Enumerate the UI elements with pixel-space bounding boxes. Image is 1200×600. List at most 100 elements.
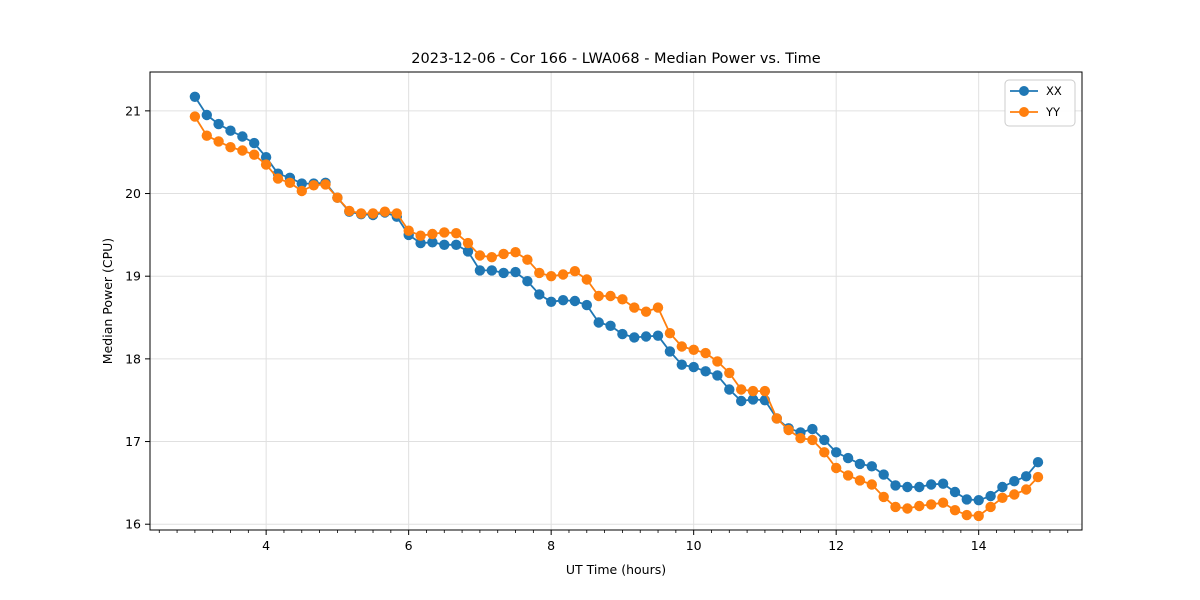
- data-point-xx: [557, 295, 569, 306]
- data-point-xx: [949, 486, 961, 498]
- data-point-xx: [296, 178, 307, 189]
- data-point-yy: [985, 501, 996, 513]
- data-point-yy: [759, 385, 771, 397]
- chart-title: 2023-12-06 - Cor 166 - LWA068 - Median P…: [411, 51, 820, 67]
- data-point-xx: [415, 237, 426, 249]
- data-point-yy: [557, 269, 569, 280]
- data-point-yy: [783, 424, 794, 436]
- x-tick-label: 6: [405, 538, 413, 553]
- data-point-xx: [486, 265, 497, 276]
- tick-layer: 4 6 8 10 12 14 16 17 18 19 20 21: [125, 103, 1069, 553]
- data-point-xx: [664, 346, 676, 357]
- data-point-xx: [474, 265, 486, 276]
- data-point-xx: [189, 91, 201, 103]
- data-point-yy: [688, 344, 699, 355]
- data-point-yy: [462, 237, 474, 249]
- data-point-yy: [937, 497, 949, 508]
- data-point-yy: [237, 145, 248, 156]
- y-tick-label: 20: [125, 186, 141, 201]
- data-point-yy: [284, 177, 296, 188]
- data-point-yy: [973, 510, 984, 522]
- data-point-xx: [1032, 457, 1044, 468]
- data-point-xx: [831, 447, 842, 458]
- data-point-yy: [617, 294, 628, 305]
- data-point-yy: [439, 227, 450, 238]
- data-point-yy: [819, 447, 830, 458]
- data-point-xx: [926, 479, 937, 490]
- data-point-yy: [510, 247, 521, 258]
- data-point-xx: [249, 137, 260, 149]
- data-point-xx: [807, 423, 818, 435]
- data-point-xx: [546, 296, 557, 307]
- series-line-yy: [194, 116, 1039, 517]
- data-point-yy: [379, 206, 391, 217]
- data-point-yy: [569, 266, 581, 277]
- data-point-yy: [1020, 484, 1032, 495]
- data-point-xx: [747, 394, 759, 405]
- legend-entry-yy: YY: [1010, 105, 1061, 119]
- data-point-xx: [937, 478, 949, 489]
- data-point-xx: [201, 109, 212, 121]
- data-point-xx: [890, 480, 901, 491]
- data-point-xx: [605, 320, 616, 331]
- data-point-yy: [260, 159, 272, 170]
- data-point-xx: [866, 461, 877, 472]
- data-point-xx: [510, 266, 521, 278]
- data-point-xx: [593, 317, 604, 328]
- data-point-xx: [451, 239, 462, 250]
- data-point-xx: [652, 330, 664, 341]
- data-point-yy: [415, 230, 426, 241]
- data-point-xx: [854, 458, 866, 470]
- data-point-yy: [854, 475, 866, 486]
- data-point-yy: [664, 328, 676, 339]
- data-point-yy: [332, 192, 343, 203]
- y-tick-label: 16: [125, 517, 141, 532]
- data-point-xx: [973, 495, 984, 506]
- x-axis-label: UT Time (hours): [566, 562, 666, 577]
- data-point-yy: [736, 384, 747, 395]
- data-point-yy: [831, 462, 842, 474]
- y-tick-label: 21: [125, 103, 141, 118]
- data-point-xx: [237, 131, 248, 142]
- data-point-xx: [985, 490, 996, 502]
- axes-spines: [149, 71, 1083, 531]
- data-point-yy: [225, 142, 236, 153]
- data-point-yy: [949, 505, 961, 516]
- data-point-xx: [724, 384, 735, 395]
- legend-label-xx: XX: [1046, 84, 1062, 98]
- legend: XX YY: [1004, 79, 1076, 127]
- y-axis-label: Median Power (CPU): [100, 238, 115, 364]
- legend-marker-xx: [1019, 86, 1029, 96]
- data-point-yy: [391, 208, 402, 219]
- data-point-xx: [842, 452, 854, 464]
- data-point-yy: [676, 341, 687, 352]
- data-point-xx: [427, 237, 438, 248]
- data-point-yy: [961, 509, 972, 521]
- data-point-yy: [1032, 471, 1044, 483]
- data-point-xx: [498, 267, 509, 279]
- y-tick-label: 18: [125, 351, 141, 366]
- x-tick-label: 14: [971, 538, 987, 553]
- data-point-xx: [878, 469, 889, 480]
- data-point-yy: [272, 173, 284, 184]
- grid-layer: [150, 72, 1082, 530]
- data-point-yy: [605, 290, 616, 302]
- data-point-yy: [355, 208, 367, 219]
- data-point-yy: [522, 254, 533, 265]
- data-point-yy: [308, 180, 319, 191]
- data-point-yy: [700, 347, 711, 359]
- data-point-yy: [997, 492, 1008, 503]
- data-point-xx: [213, 118, 224, 130]
- data-point-yy: [724, 367, 735, 379]
- data-point-yy: [593, 290, 604, 302]
- legend-entry-xx: XX: [1010, 84, 1062, 98]
- data-point-yy: [640, 306, 652, 317]
- data-point-yy: [249, 149, 260, 160]
- data-point-yy: [747, 385, 759, 397]
- data-point-xx: [439, 239, 450, 250]
- data-point-yy: [629, 302, 640, 313]
- data-point-yy: [842, 470, 854, 481]
- data-point-xx: [581, 299, 592, 311]
